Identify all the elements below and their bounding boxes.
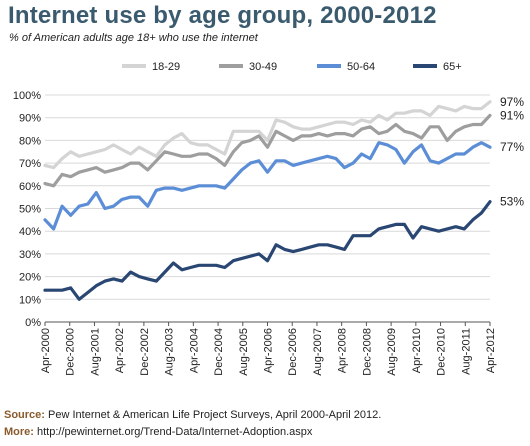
x-tick-label: Dec-2002 bbox=[139, 328, 151, 376]
end-label-65+: 53% bbox=[500, 195, 524, 209]
y-tick-label: 90% bbox=[19, 113, 41, 125]
legend-label-50-64: 50-64 bbox=[347, 61, 375, 73]
x-tick-label: Dec-2008 bbox=[361, 328, 373, 376]
x-tick-label: Dec-2004 bbox=[213, 328, 225, 376]
y-tick-label: 50% bbox=[19, 204, 41, 216]
legend-label-65+: 65+ bbox=[443, 61, 462, 73]
x-tick-label: Dec-2000 bbox=[65, 328, 77, 376]
x-tick-label: Apr-2004 bbox=[188, 328, 200, 373]
source-text: Pew Internet & American Life Project Sur… bbox=[44, 409, 382, 421]
x-tick-label: Aug-2007 bbox=[312, 328, 324, 376]
series-line-18-29 bbox=[43, 100, 492, 170]
y-tick-label: 40% bbox=[19, 226, 41, 238]
y-tick-label: 60% bbox=[19, 181, 41, 193]
source-label: Source: bbox=[4, 409, 45, 421]
gridlines bbox=[45, 94, 490, 300]
source-line: Source: Pew Internet & American Life Pro… bbox=[4, 407, 381, 424]
x-tick-label: Apr-2010 bbox=[411, 328, 423, 373]
end-label-18-29: 97% bbox=[500, 95, 524, 109]
x-tick-label: Apr-2002 bbox=[114, 328, 126, 373]
source-note: Source: Pew Internet & American Life Pro… bbox=[4, 407, 381, 441]
y-tick-label: 10% bbox=[19, 294, 41, 306]
y-tick-label: 70% bbox=[19, 158, 41, 170]
x-tick-label: Aug-2001 bbox=[89, 328, 101, 376]
more-link[interactable]: http://pewinternet.org/Trend-Data/Intern… bbox=[33, 426, 313, 438]
chart-title: Internet use by age group, 2000-2012 bbox=[8, 2, 437, 29]
more-line: More: http://pewinternet.org/Trend-Data/… bbox=[4, 424, 381, 441]
y-tick-label: 0% bbox=[25, 317, 41, 329]
end-label-30-49: 91% bbox=[500, 108, 524, 122]
x-tick-label: Dec-2006 bbox=[287, 328, 299, 376]
legend: 18-29 30-49 50-64 65+ bbox=[122, 61, 462, 73]
end-label-50-64: 77% bbox=[500, 140, 524, 154]
x-tick-label: Apr-2000 bbox=[40, 328, 52, 373]
x-tick-label: Aug-2005 bbox=[238, 328, 250, 376]
y-tick-label: 80% bbox=[19, 135, 41, 147]
x-tick-label: Aug-2011 bbox=[460, 328, 472, 375]
more-label: More: bbox=[4, 426, 34, 438]
chart-subtitle: % of American adults age 18+ who use the… bbox=[9, 32, 258, 44]
x-tick-label: Aug-2009 bbox=[386, 328, 398, 376]
y-tick-label: 100% bbox=[13, 90, 41, 102]
series-lines bbox=[43, 100, 492, 301]
x-tick-label: Apr-2008 bbox=[337, 328, 349, 373]
series-line-30-49 bbox=[43, 113, 492, 188]
legend-label-18-29: 18-29 bbox=[152, 61, 180, 73]
x-tick-label: Dec-2010 bbox=[436, 328, 448, 376]
axes: 0% 10% 20% 30% 40% 50% 60% 70% 80% 90% 100% Apr-200… bbox=[13, 90, 497, 376]
x-tick-label: Apr-2006 bbox=[263, 328, 275, 373]
y-tick-label: 30% bbox=[19, 249, 41, 261]
legend-label-30-49: 30-49 bbox=[249, 61, 277, 73]
end-labels: 97%91% 77% 53% bbox=[500, 95, 524, 209]
series-line-65+ bbox=[43, 200, 492, 301]
series-line-50-64 bbox=[43, 141, 492, 231]
x-tick-label: Apr-2012 bbox=[485, 328, 497, 373]
y-tick-label: 20% bbox=[19, 272, 41, 284]
x-tick-label: Aug-2003 bbox=[164, 328, 176, 376]
